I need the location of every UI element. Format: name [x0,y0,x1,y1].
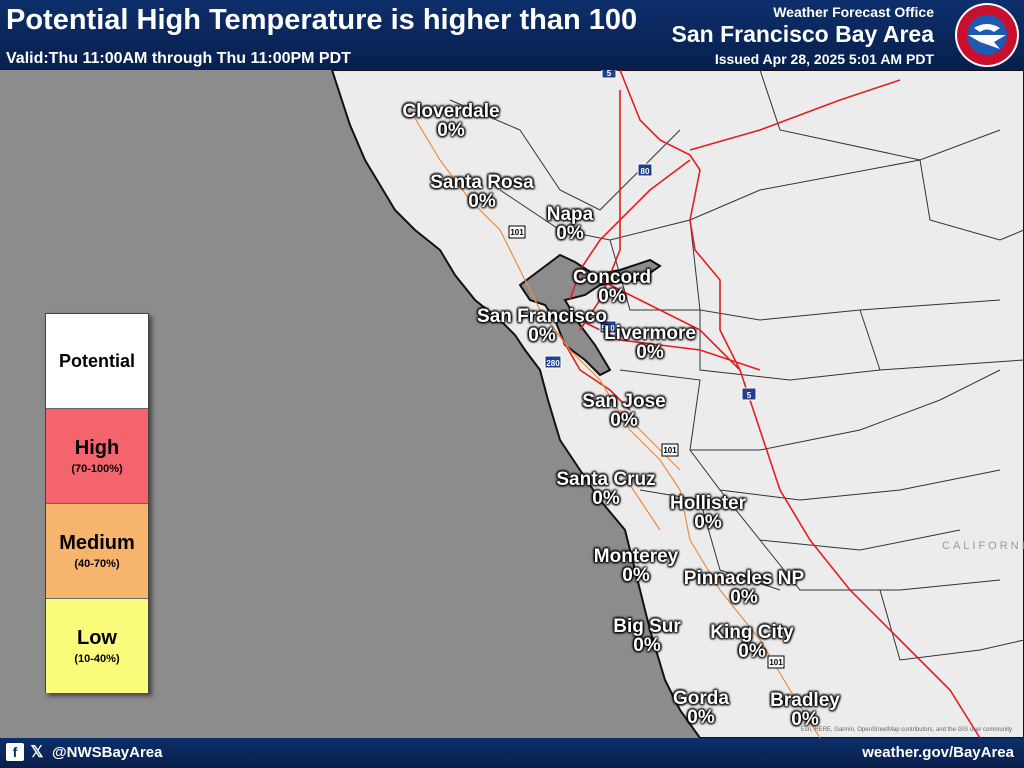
city-label-big-sur: Big Sur 0% [613,616,681,656]
website-link[interactable]: weather.gov/BayArea [862,744,1014,761]
city-label-napa: Napa 0% [546,204,594,244]
city-label-livermore: Livermore 0% [604,323,696,363]
page-title: Potential High Temperature is higher tha… [6,4,638,36]
facebook-icon[interactable]: f [6,743,24,761]
shield-580: 580 [599,320,617,334]
shield-5-south: 5 [741,387,757,401]
legend-item-medium: Medium (40-70%) [46,504,148,599]
legend-item-high: High (70-100%) [46,409,148,504]
social-links: f 𝕏 @NWSBayArea [6,743,163,761]
svg-text:101: 101 [663,446,677,455]
base-map[interactable]: 5 80 101 580 280 5 101 101 [0,70,1024,738]
nws-logo-icon[interactable] [954,2,1020,68]
social-handle[interactable]: @NWSBayArea [52,743,163,761]
shield-280: 280 [544,355,562,369]
shield-101-north: 101 [508,225,526,239]
city-label-cloverdale: Cloverdale 0% [402,101,500,141]
city-label-concord: Concord 0% [572,267,652,307]
svg-text:101: 101 [769,658,783,667]
svg-text:80: 80 [641,167,650,176]
legend-item-low: Low (10-40%) [46,599,148,693]
state-label: CALIFORNI [942,540,1024,552]
city-label-bradley: Bradley 0% [770,690,840,730]
header-bar: Potential High Temperature is higher tha… [0,0,1024,70]
city-label-king-city: King City 0% [710,622,794,662]
city-label-gorda: Gorda 0% [673,688,729,728]
map-attribution: Esri, HERE, Garmin, OpenStreetMap contri… [800,727,1012,733]
area-label: San Francisco Bay Area [671,21,935,47]
shield-101-middle: 101 [661,443,679,457]
office-label: Weather Forecast Office [773,4,934,20]
valid-period: Valid:Thu 11:00AM through Thu 11:00PM PD… [6,50,351,67]
svg-text:280: 280 [546,359,560,368]
svg-text:101: 101 [510,228,524,237]
shield-5-north: 5 [601,70,617,79]
city-label-santa-rosa: Santa Rosa 0% [430,172,534,212]
legend-title: Potential [46,314,148,409]
city-label-san-francisco: San Francisco 0% [477,306,607,346]
legend: Potential High (70-100%) Medium (40-70%)… [45,313,149,693]
footer-bar: f 𝕏 @NWSBayArea weather.gov/BayArea [0,738,1024,768]
bay-water [518,253,662,377]
city-label-monterey: Monterey 0% [593,546,679,586]
city-label-hollister: Hollister 0% [669,493,747,533]
svg-text:5: 5 [607,70,612,78]
x-icon[interactable]: 𝕏 [30,744,44,761]
city-label-san-jose: San Jose 0% [582,391,666,431]
issued-time: Issued Apr 28, 2025 5:01 AM PDT [714,51,934,67]
land-area [330,70,1024,738]
shield-101-south: 101 [767,655,785,669]
city-label-pinnacles-np: Pinnacles NP 0% [683,568,805,608]
city-label-santa-cruz: Santa Cruz 0% [556,469,656,509]
svg-text:5: 5 [747,391,752,400]
shield-80: 80 [637,163,653,177]
svg-text:580: 580 [601,324,615,333]
